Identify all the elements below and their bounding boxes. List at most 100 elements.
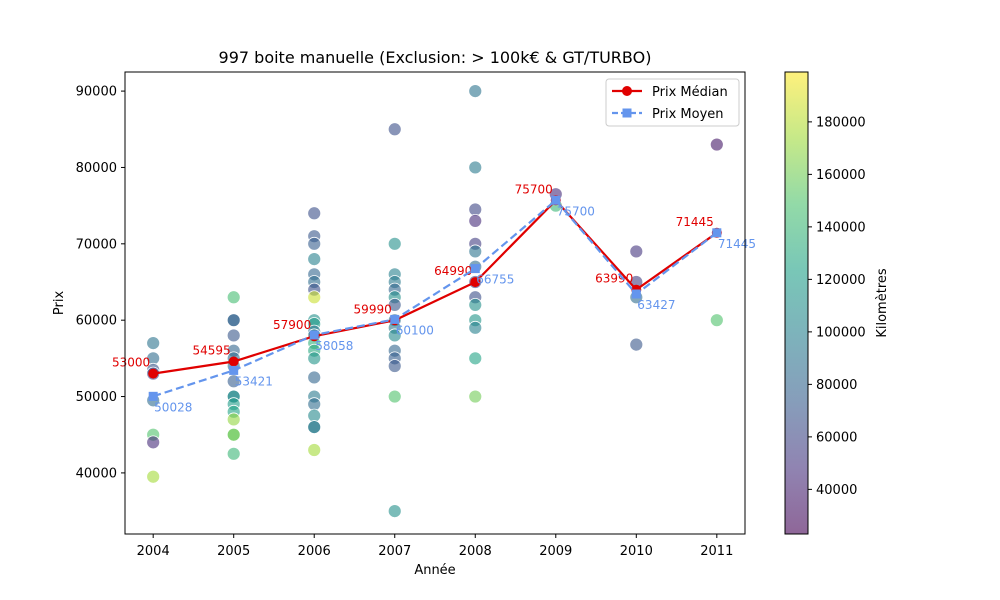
scatter-point <box>387 298 402 312</box>
mean-marker <box>148 391 158 401</box>
x-tick-label: 2006 <box>298 544 331 559</box>
scatter-point <box>387 328 402 343</box>
median-data-label: 63990 <box>595 272 633 286</box>
mean-marker <box>470 264 480 274</box>
mean-marker <box>309 330 319 340</box>
scatter-point <box>468 389 483 404</box>
series-layer: 53000 54595 57900 59990 64990 75700 63990 71445… <box>112 182 756 414</box>
legend-marker <box>622 86 632 96</box>
scatter-point <box>226 427 241 442</box>
colorbar-label: Kilomètres <box>875 268 890 338</box>
median-data-label: 59990 <box>354 302 392 316</box>
scatter-point <box>307 351 322 366</box>
y-tick-label: 60000 <box>76 314 117 329</box>
median-data-label: 64990 <box>434 264 472 278</box>
median-line <box>153 198 718 375</box>
scatter-point <box>307 236 322 251</box>
scatter-point <box>468 84 483 98</box>
legend: Prix Médian Prix Moyen <box>605 78 740 127</box>
scatter-point <box>307 397 322 412</box>
scatter-point <box>307 252 322 266</box>
scatter-point <box>387 389 402 404</box>
y-tick-label: 50000 <box>76 390 117 405</box>
scatter-point <box>468 351 483 366</box>
scatter-point <box>226 290 241 305</box>
y-tick-label: 70000 <box>76 237 117 252</box>
scatter-point <box>387 504 402 518</box>
scatter-point <box>226 412 241 427</box>
scatter-point <box>387 236 402 251</box>
median-marker <box>470 277 481 288</box>
median-data-label: 75700 <box>515 182 553 196</box>
mean-data-label: 75700 <box>557 204 595 218</box>
scatter-point <box>387 359 402 373</box>
scatter-point <box>307 206 322 221</box>
colorbar-tick-label: 180000 <box>816 115 866 130</box>
scatter-point <box>709 313 724 328</box>
colorbar: 40000 60000 80000 100000 120000 140000 160000 1… <box>784 71 890 535</box>
chart-title: 997 boite manuelle (Exclusion: > 100k€ &… <box>219 48 652 67</box>
scatter-point <box>468 160 483 175</box>
x-tick-label: 2004 <box>137 544 170 559</box>
scatter-point <box>226 446 241 461</box>
mean-data-label: 58058 <box>315 339 353 353</box>
y-tick-label: 40000 <box>76 466 117 481</box>
mean-data-label: 71445 <box>718 237 756 251</box>
scatter-point <box>387 122 402 137</box>
scatter-point <box>629 337 644 352</box>
scatter-point <box>468 320 483 335</box>
median-marker <box>148 368 159 379</box>
median-data-label: 71445 <box>676 215 714 229</box>
colorbar-tick-label: 120000 <box>816 273 866 288</box>
median-data-label: 57900 <box>273 318 311 332</box>
plot-frame <box>124 71 746 535</box>
scatter-point <box>146 435 161 450</box>
median-data-label: 54595 <box>193 343 231 357</box>
median-marker <box>228 356 239 367</box>
scatter-point <box>226 328 241 343</box>
mean-marker <box>631 289 641 299</box>
colorbar-tick-label: 60000 <box>816 430 857 445</box>
x-tick-label: 2005 <box>217 544 250 559</box>
mean-data-label: 50028 <box>154 400 192 414</box>
legend-label: Prix Moyen <box>652 107 724 122</box>
colorbar-tick-label: 140000 <box>816 220 866 235</box>
scatter-point <box>146 336 161 350</box>
scatter-point <box>307 420 322 434</box>
mean-marker <box>390 314 400 324</box>
mean-line <box>152 198 718 398</box>
axes: 2004 2005 2006 2007 2008 2009 2010 2011 40000 500… <box>76 71 746 559</box>
x-tick-label: 2008 <box>459 544 492 559</box>
colorbar-tick-label: 80000 <box>816 378 857 393</box>
colorbar-tick-label: 160000 <box>816 168 866 183</box>
scatter-point <box>468 202 483 217</box>
mean-marker <box>551 195 561 205</box>
scatter-point <box>468 214 483 228</box>
colorbar-gradient <box>784 71 809 535</box>
y-axis-label: Prix <box>52 291 67 316</box>
y-tick-label: 80000 <box>76 161 117 176</box>
scatter-point <box>307 408 322 423</box>
x-tick-label: 2011 <box>700 544 733 559</box>
scatter-point <box>307 290 322 305</box>
mean-data-label: 63427 <box>637 298 675 312</box>
legend-marker <box>622 108 632 118</box>
mean-marker <box>712 228 722 238</box>
y-tick-label: 90000 <box>76 85 117 100</box>
x-tick-label: 2007 <box>378 544 411 559</box>
x-tick-label: 2010 <box>620 544 653 559</box>
scatter-point <box>709 137 724 152</box>
x-axis-label: Année <box>414 563 455 578</box>
colorbar-tick-label: 40000 <box>816 483 857 498</box>
median-data-label: 53000 <box>112 356 150 370</box>
colorbar-tick-label: 100000 <box>816 325 866 340</box>
mean-data-label: 66755 <box>476 273 514 287</box>
scatter-point <box>146 469 161 484</box>
mean-data-label: 53421 <box>235 374 273 388</box>
scatter-point <box>468 298 483 312</box>
legend-label: Prix Médian <box>652 85 728 100</box>
mean-data-label: 60100 <box>396 323 434 337</box>
scatter-point <box>629 244 644 259</box>
scatter-point <box>307 443 322 457</box>
